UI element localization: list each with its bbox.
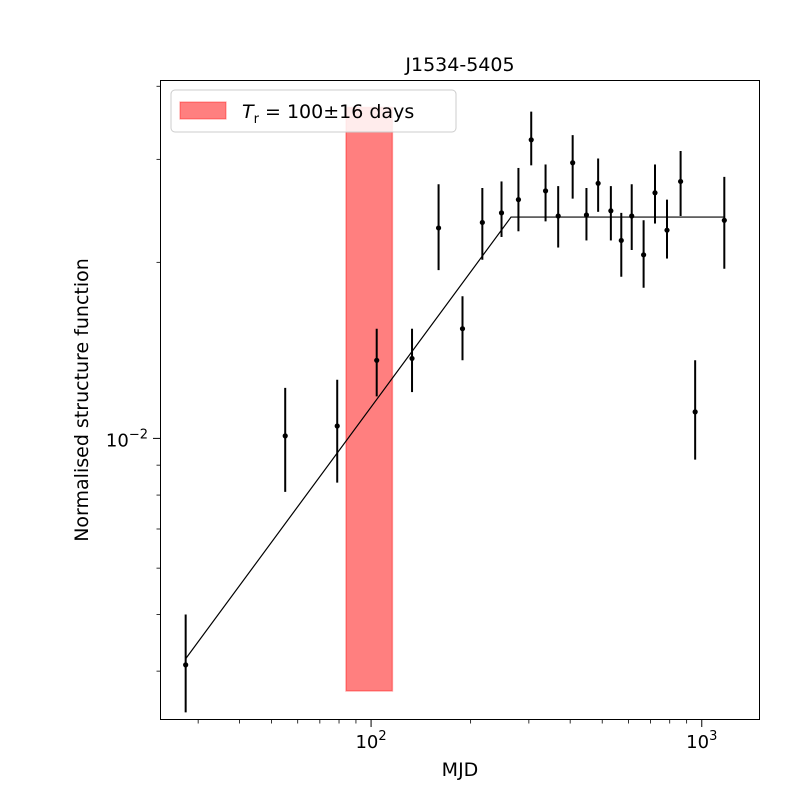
- data-point-4: [409, 355, 415, 362]
- x-axis-label: MJD: [442, 759, 479, 781]
- data-point-19: [641, 252, 647, 258]
- data-point-17: [618, 237, 624, 244]
- legend-box: [170, 89, 457, 133]
- data-point-20: [652, 190, 658, 196]
- data-point-3: [374, 357, 380, 363]
- y-tick-label-0.01: 10−2: [106, 427, 148, 451]
- data-point-24: [721, 217, 727, 223]
- data-point-2: [334, 423, 340, 429]
- model-fit-line: [185, 216, 725, 660]
- data-point-1: [282, 433, 288, 439]
- timescale-band: [345, 106, 394, 692]
- x-tick-label-1000: 103: [686, 729, 717, 753]
- data-point-11: [542, 188, 549, 194]
- legend-swatch: [179, 101, 227, 120]
- data-point-13: [570, 160, 576, 166]
- chart-title: J1534-5405: [404, 54, 514, 76]
- data-point-0: [183, 662, 189, 668]
- data-point-15: [595, 180, 601, 186]
- x-tick-label-100: 102: [355, 729, 386, 753]
- data-point-12: [555, 213, 561, 219]
- data-point-6: [459, 326, 466, 332]
- data-point-5: [435, 225, 442, 231]
- data-point-14: [583, 212, 590, 218]
- data-point-18: [629, 213, 635, 219]
- data-point-9: [515, 197, 522, 203]
- data-point-23: [692, 409, 698, 415]
- data-point-16: [608, 208, 614, 214]
- legend: Tr = 100±16 days: [170, 89, 457, 133]
- data-point-10: [528, 137, 534, 143]
- data-point-7: [479, 219, 485, 226]
- data-point-21: [664, 227, 670, 233]
- data-point-8: [498, 210, 505, 216]
- data-point-22: [678, 178, 684, 185]
- plot-frame: [160, 80, 760, 720]
- axis-ticks: 102 103 10−2: [106, 85, 717, 753]
- plot-area: [183, 106, 727, 713]
- y-axis-label: Normalised structure function: [71, 258, 93, 542]
- legend-label: Tr = 100±16 days: [242, 101, 414, 127]
